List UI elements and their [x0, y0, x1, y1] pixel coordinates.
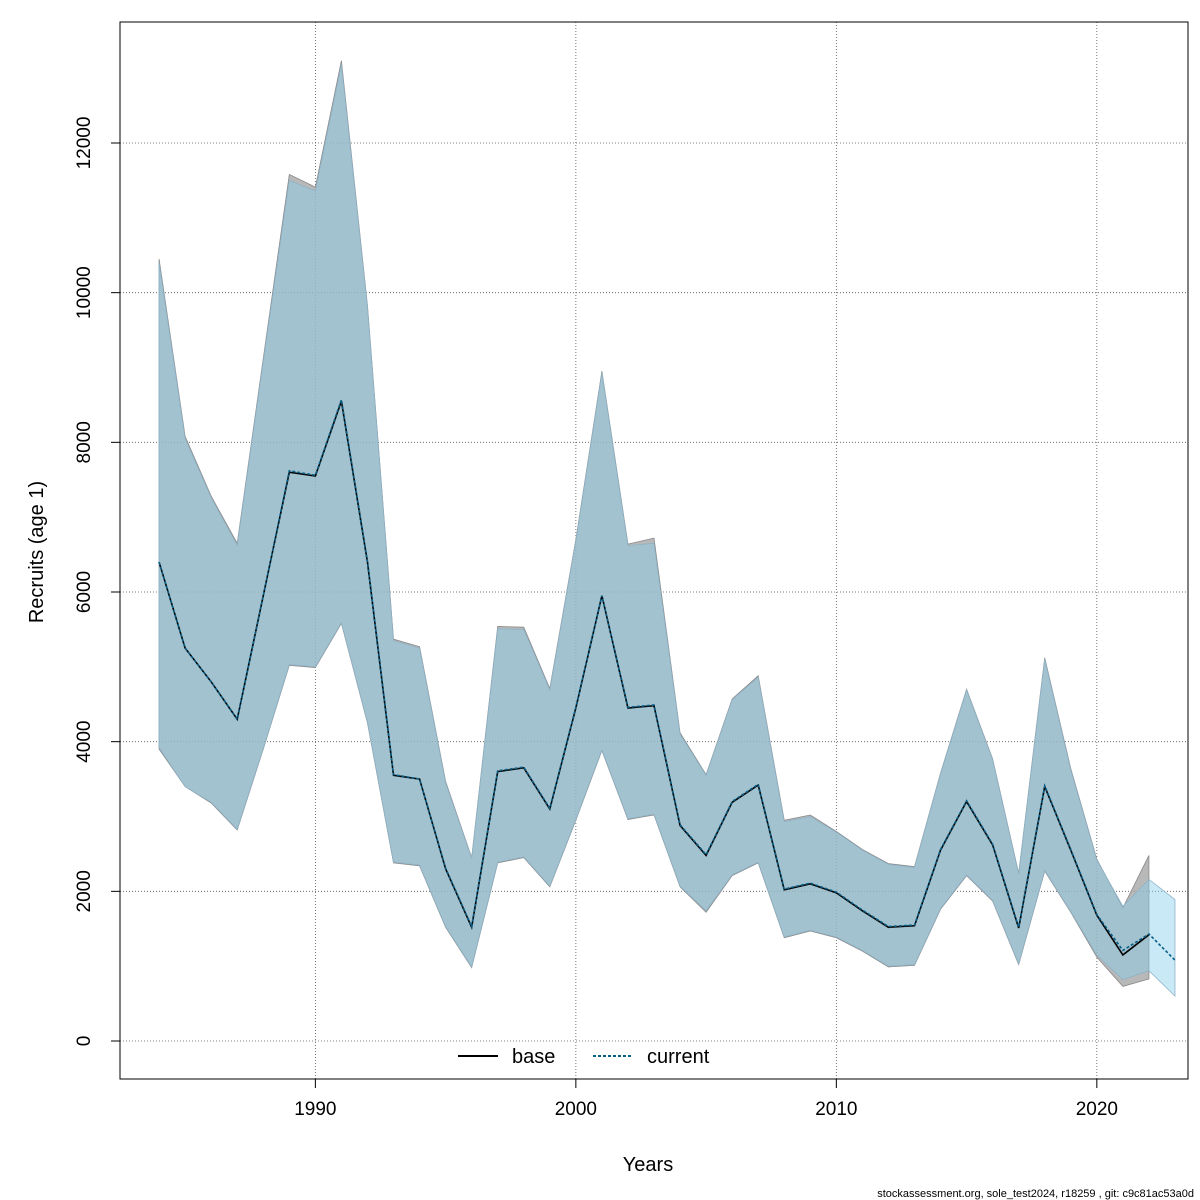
- plot-frame: [119, 21, 1189, 1080]
- x-tick-label: 2010: [815, 1099, 857, 1120]
- legend-label-base: base: [512, 1046, 555, 1068]
- x-tick-label: 1990: [294, 1099, 336, 1120]
- footer-credit: stockassessment.org, sole_test2024, r182…: [877, 1188, 1194, 1200]
- legend-label-current: current: [647, 1046, 710, 1068]
- y-tick-label: 2000: [74, 870, 95, 912]
- line-current: [158, 399, 1176, 961]
- y-tick-label: 10000: [74, 266, 95, 319]
- series-lines: [158, 399, 1176, 961]
- y-tick-label: 0: [74, 1036, 95, 1047]
- x-axis-title: Years: [623, 1154, 673, 1176]
- y-tick-label: 6000: [74, 571, 95, 613]
- y-tick-label: 12000: [74, 117, 95, 170]
- y-tick-label: 4000: [74, 721, 95, 763]
- x-axis: 1990 2000 2010 2020: [294, 1079, 1118, 1120]
- y-axis: 0 2000 4000 6000 8000 10000 12000: [74, 117, 120, 1047]
- confidence-bands: [158, 60, 1176, 998]
- legend: base current: [458, 1046, 710, 1068]
- x-tick-label: 2000: [555, 1099, 597, 1120]
- band-base: [158, 60, 1150, 987]
- y-tick-label: 8000: [74, 421, 95, 463]
- band-current: [158, 64, 1176, 998]
- x-tick-label: 2020: [1076, 1099, 1118, 1120]
- y-axis-title: Recruits (age 1): [26, 481, 48, 623]
